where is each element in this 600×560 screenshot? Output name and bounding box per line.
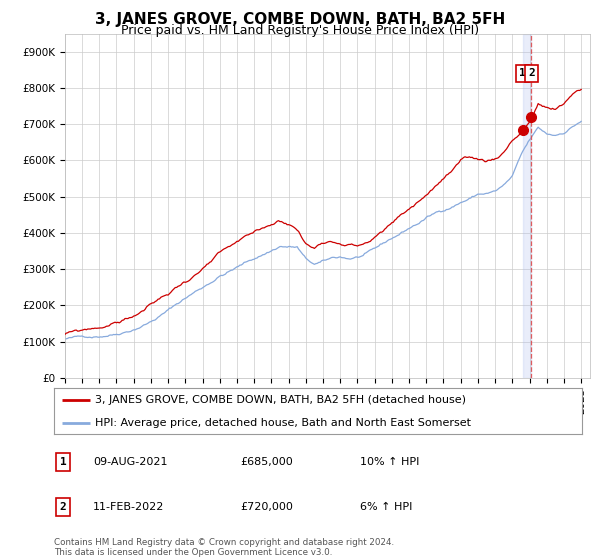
Text: 2: 2 <box>528 68 535 78</box>
Text: Price paid vs. HM Land Registry's House Price Index (HPI): Price paid vs. HM Land Registry's House … <box>121 24 479 37</box>
Text: 1: 1 <box>519 68 526 78</box>
Text: 11-FEB-2022: 11-FEB-2022 <box>93 502 164 512</box>
Text: 3, JANES GROVE, COMBE DOWN, BATH, BA2 5FH: 3, JANES GROVE, COMBE DOWN, BATH, BA2 5F… <box>95 12 505 27</box>
Text: 10% ↑ HPI: 10% ↑ HPI <box>360 457 419 467</box>
Text: £685,000: £685,000 <box>240 457 293 467</box>
Text: 3, JANES GROVE, COMBE DOWN, BATH, BA2 5FH (detached house): 3, JANES GROVE, COMBE DOWN, BATH, BA2 5F… <box>95 395 466 405</box>
Text: 6% ↑ HPI: 6% ↑ HPI <box>360 502 412 512</box>
Text: HPI: Average price, detached house, Bath and North East Somerset: HPI: Average price, detached house, Bath… <box>95 418 471 427</box>
Text: 09-AUG-2021: 09-AUG-2021 <box>93 457 167 467</box>
Text: Contains HM Land Registry data © Crown copyright and database right 2024.
This d: Contains HM Land Registry data © Crown c… <box>54 538 394 557</box>
Text: £720,000: £720,000 <box>240 502 293 512</box>
Bar <box>523 34 531 378</box>
Text: 2: 2 <box>59 502 67 512</box>
Text: 1: 1 <box>59 457 67 467</box>
